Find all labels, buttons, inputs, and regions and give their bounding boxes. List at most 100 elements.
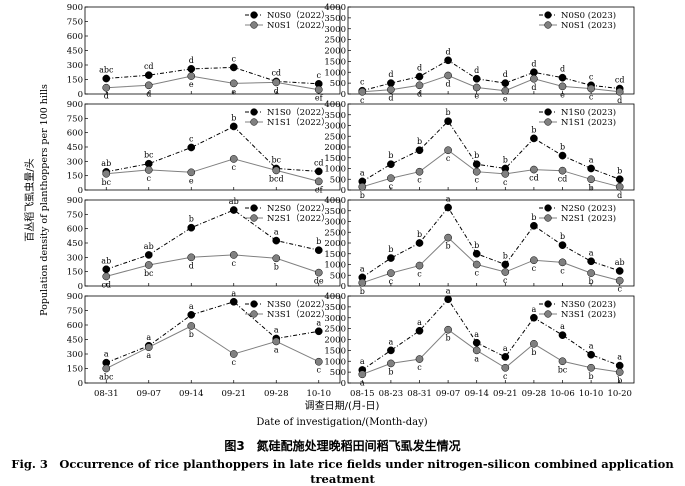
legend-marker (250, 204, 258, 212)
series-line-1 (106, 301, 319, 364)
series-line-2 (362, 74, 620, 93)
significance-letter: d (146, 89, 151, 98)
significance-letter: b (560, 143, 565, 152)
data-point (102, 83, 111, 92)
significance-letter: a (589, 342, 594, 351)
significance-letter: c (474, 269, 479, 278)
data-point (187, 72, 196, 80)
y-tick-label: 300 (67, 253, 83, 263)
legend-label: N3S1（2022） (267, 309, 330, 320)
y-tick-label: 600 (67, 129, 83, 139)
data-point (615, 175, 624, 184)
y-tick-label: 750 (67, 210, 83, 220)
data-point (229, 251, 238, 259)
significance-letter: c (503, 276, 508, 285)
significance-letter: a (446, 195, 451, 204)
legend-marker (544, 108, 552, 116)
y-tick-label: 0 (341, 186, 346, 196)
data-point (587, 175, 595, 184)
y-tick-label: 2500 (324, 228, 346, 238)
significance-letter: d (503, 70, 508, 79)
data-point (472, 83, 481, 92)
significance-letter: c (446, 154, 451, 163)
legend-marker (250, 214, 258, 222)
data-point (530, 221, 538, 230)
significance-letter: c (232, 358, 237, 367)
y-tick-label: 1500 (324, 154, 346, 164)
data-point (472, 160, 481, 169)
significance-letter: c (417, 363, 422, 372)
data-point (615, 276, 624, 285)
data-point (187, 65, 196, 73)
series-line-1 (106, 209, 319, 270)
significance-letter: a (474, 354, 479, 363)
significance-letter: b (388, 367, 393, 376)
figure-caption-zh: 图3 氮硅配施处理晚稻田间稻飞虱发生情况 (224, 439, 461, 453)
significance-letter: c (232, 259, 237, 268)
significance-letter: c (532, 264, 537, 273)
y-tick-label: 1000 (324, 165, 346, 175)
data-point (187, 311, 196, 319)
legend-marker (250, 118, 258, 126)
significance-letter: b (531, 348, 536, 357)
x-tick-label: 09-21 (221, 389, 246, 399)
data-point (415, 239, 424, 247)
series-line-2 (362, 149, 620, 188)
y-tick-label: 900 (67, 196, 83, 206)
legend-label: N3S0 (2023) (561, 299, 616, 310)
significance-letter: c (417, 270, 422, 279)
significance-letter: b (446, 242, 451, 251)
legend-label: N1S1 (2023) (561, 117, 616, 128)
data-point (472, 167, 481, 176)
significance-letter: a (360, 357, 365, 366)
data-point (387, 174, 395, 183)
data-point (102, 272, 111, 281)
significance-letter: d (189, 261, 194, 270)
legend-label: N2S0 (2023) (561, 203, 616, 214)
significance-letter: b (446, 108, 451, 117)
significance-letter: a (360, 378, 365, 387)
significance-letter: a (589, 156, 594, 165)
data-point (187, 168, 196, 177)
data-point (615, 267, 624, 275)
data-point (272, 254, 281, 263)
y-tick-label: 0 (78, 282, 83, 292)
significance-letter: a (360, 264, 365, 273)
data-point (229, 63, 238, 72)
significance-letter: a (360, 168, 365, 177)
data-point (530, 313, 538, 322)
legend-label: N2S0（2022） (267, 203, 330, 214)
data-point (144, 343, 153, 352)
data-point (615, 87, 624, 96)
x-tick-label: 09-28 (522, 389, 547, 399)
data-point (272, 166, 281, 175)
y-tick-label: 3500 (324, 14, 346, 24)
data-point (272, 78, 281, 87)
y-tick-label: 450 (67, 143, 83, 153)
y-tick-label: 450 (67, 47, 83, 57)
x-axis-label-zh: 调查日期/(月-日) (305, 399, 380, 412)
data-point (144, 166, 153, 174)
data-point (530, 165, 538, 174)
data-point (187, 322, 196, 330)
data-point (530, 74, 538, 83)
significance-letter: bc (558, 365, 568, 374)
y-tick-label: 450 (67, 336, 83, 346)
significance-letter: de (314, 277, 324, 286)
x-tick-label: 09-28 (264, 389, 289, 399)
y-tick-label: 4000 (324, 100, 346, 110)
significance-letter: e (189, 176, 194, 185)
y-tick-label: 900 (67, 292, 83, 302)
data-point (501, 79, 510, 87)
series-line-1 (106, 66, 319, 85)
data-point (187, 253, 196, 262)
significance-letter: ef (315, 94, 324, 103)
significance-letter: c (589, 93, 594, 102)
significance-letter: c (560, 266, 565, 275)
y-tick-label: 300 (67, 61, 83, 71)
y-tick-label: 1000 (324, 357, 346, 367)
x-axis-label-en: Date of investigation/(Month-day) (256, 417, 427, 428)
significance-letter: b (531, 213, 536, 222)
